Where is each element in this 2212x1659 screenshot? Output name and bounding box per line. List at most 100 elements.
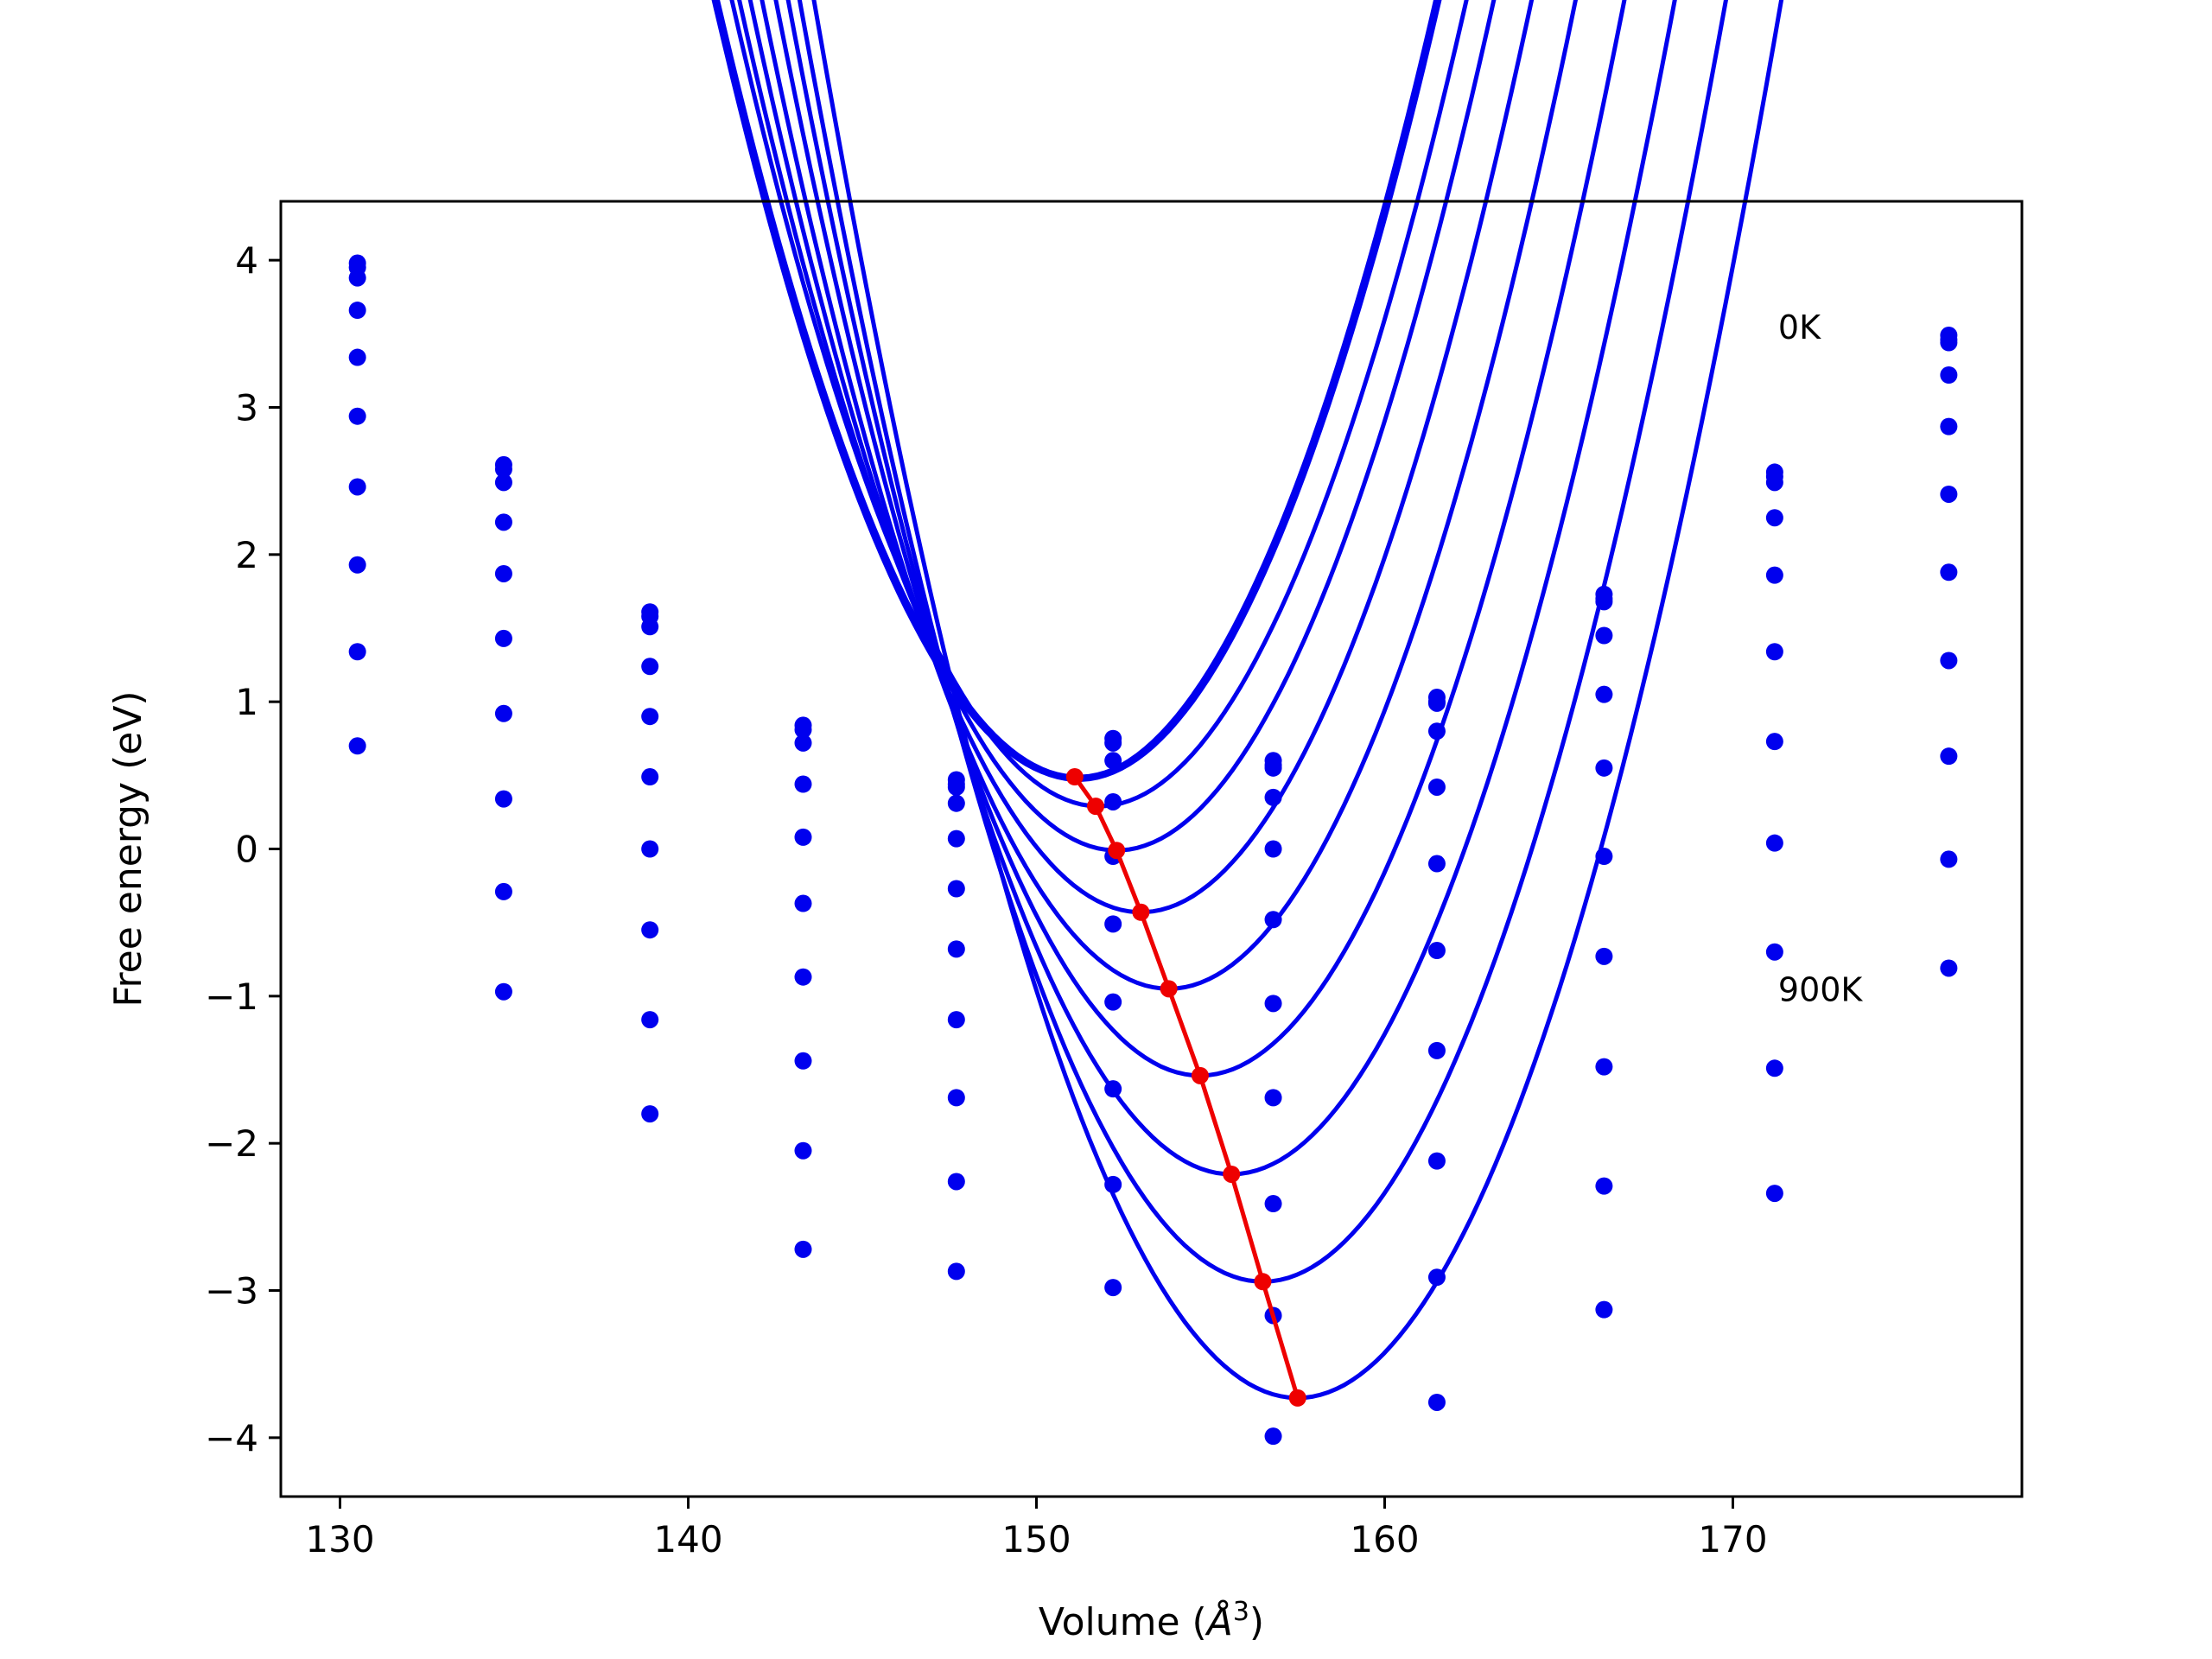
fit-curve-8 bbox=[773, 0, 1627, 1078]
data-point-s4-7 bbox=[1264, 788, 1282, 806]
annotation-2: 900K bbox=[1778, 970, 1864, 1008]
data-point-s7-5 bbox=[947, 940, 965, 958]
data-point-s7-9 bbox=[1595, 848, 1613, 866]
minimum-point-7 bbox=[1223, 1165, 1241, 1183]
data-point-s3-11 bbox=[1940, 334, 1958, 352]
data-point-s8-5 bbox=[947, 1011, 965, 1029]
data-point-s9-4 bbox=[794, 1141, 812, 1160]
data-point-s8-6 bbox=[1104, 1080, 1122, 1098]
data-point-s6-5 bbox=[947, 880, 965, 898]
data-point-s9-8 bbox=[1427, 1152, 1446, 1170]
data-point-s5-8 bbox=[1427, 778, 1446, 796]
y-tick-label: −3 bbox=[205, 1270, 258, 1313]
data-point-s7-6 bbox=[1104, 993, 1122, 1011]
data-point-s7-8 bbox=[1427, 942, 1446, 960]
data-point-s10-3 bbox=[641, 1105, 659, 1123]
data-point-s6-6 bbox=[1104, 915, 1122, 933]
y-tick-label: −1 bbox=[205, 976, 258, 1018]
y-tick-label: −4 bbox=[205, 1417, 258, 1459]
y-tick-label: 3 bbox=[235, 386, 258, 429]
data-point-s4-5 bbox=[947, 794, 965, 812]
data-point-s6-11 bbox=[1940, 485, 1958, 503]
data-point-s7-2 bbox=[494, 704, 512, 722]
data-point-s6-8 bbox=[1427, 855, 1446, 873]
data-point-s11-9 bbox=[1595, 1300, 1613, 1319]
data-point-s5-9 bbox=[1595, 685, 1613, 703]
data-point-s8-10 bbox=[1765, 834, 1783, 852]
y-tick-label: 4 bbox=[235, 239, 258, 282]
data-point-s9-3 bbox=[641, 1011, 659, 1029]
data-point-s4-8 bbox=[1427, 722, 1446, 741]
data-point-s5-4 bbox=[794, 828, 812, 846]
data-point-s6-10 bbox=[1765, 643, 1783, 661]
data-point-s5-1 bbox=[348, 348, 366, 366]
data-point-s10-2 bbox=[494, 982, 512, 1001]
data-point-s8-7 bbox=[1264, 1089, 1282, 1107]
data-point-s9-10 bbox=[1765, 943, 1783, 961]
data-point-s8-9 bbox=[1595, 947, 1613, 965]
x-tick-label: 170 bbox=[1698, 1518, 1767, 1560]
data-point-s8-11 bbox=[1940, 652, 1958, 670]
data-point-s4-6 bbox=[1104, 792, 1122, 810]
minimum-point-6 bbox=[1191, 1066, 1209, 1084]
minimum-point-1 bbox=[1065, 768, 1084, 786]
fit-curve-11 bbox=[811, 0, 1784, 1401]
data-point-s3-1 bbox=[348, 269, 366, 287]
data-point-s7-4 bbox=[794, 968, 812, 986]
data-point-s6-4 bbox=[794, 894, 812, 912]
data-point-s11-7 bbox=[1264, 1427, 1282, 1446]
minimum-point-8 bbox=[1254, 1273, 1272, 1291]
data-point-s11-8 bbox=[1427, 1393, 1446, 1411]
data-point-s6-1 bbox=[348, 407, 366, 425]
y-tick-label: −2 bbox=[205, 1122, 258, 1165]
data-point-s8-4 bbox=[794, 1052, 812, 1070]
data-point-s4-4 bbox=[794, 775, 812, 793]
data-point-s6-3 bbox=[641, 768, 659, 786]
data-point-s10-1 bbox=[348, 737, 366, 755]
data-point-s3-4 bbox=[794, 734, 812, 752]
data-point-s3-10 bbox=[1765, 474, 1783, 492]
x-tick-label: 140 bbox=[653, 1518, 722, 1560]
fit-curve-9 bbox=[785, 0, 1677, 1177]
data-point-s9-11 bbox=[1940, 747, 1958, 766]
y-tick-label: 0 bbox=[235, 829, 258, 871]
fit-curve-3 bbox=[715, 0, 1442, 782]
data-point-s9-6 bbox=[1104, 1175, 1122, 1193]
data-point-s4-10 bbox=[1765, 509, 1783, 527]
minimum-point-5 bbox=[1160, 980, 1178, 998]
data-point-s5-3 bbox=[641, 708, 659, 726]
fit-curve-4 bbox=[729, 0, 1469, 809]
x-tick-label: 150 bbox=[1001, 1518, 1071, 1560]
x-axis-label: Volume (Å3) bbox=[1039, 1597, 1264, 1645]
data-points bbox=[348, 254, 1958, 1446]
x-tick-label: 130 bbox=[305, 1518, 374, 1560]
data-point-s7-1 bbox=[348, 478, 366, 496]
data-point-s8-1 bbox=[348, 556, 366, 574]
data-point-s8-3 bbox=[641, 921, 659, 939]
data-point-s10-4 bbox=[794, 1240, 812, 1258]
data-point-s7-11 bbox=[1940, 563, 1958, 582]
minimum-point-9 bbox=[1288, 1389, 1306, 1407]
data-point-s7-3 bbox=[641, 840, 659, 858]
y-tick-label: 2 bbox=[235, 534, 258, 576]
data-point-s7-7 bbox=[1264, 995, 1282, 1013]
data-point-s10-11 bbox=[1940, 850, 1958, 868]
data-point-s11-10 bbox=[1765, 1185, 1783, 1203]
y-tick-label: 1 bbox=[235, 681, 258, 723]
minimum-path bbox=[1065, 768, 1306, 1407]
data-point-s10-9 bbox=[1595, 1177, 1613, 1195]
minimum-point-3 bbox=[1108, 842, 1126, 860]
data-point-s9-9 bbox=[1595, 1058, 1613, 1076]
x-tick-label: 160 bbox=[1350, 1518, 1419, 1560]
y-axis-ticks: 4 3 2 1 0 −1 −2 −3 −4 bbox=[205, 239, 281, 1459]
data-point-s10-6 bbox=[1104, 1279, 1122, 1297]
data-point-s10-10 bbox=[1765, 1059, 1783, 1077]
minimum-point-2 bbox=[1087, 798, 1105, 816]
data-point-s6-7 bbox=[1264, 911, 1282, 929]
data-point-s5-7 bbox=[1264, 840, 1282, 858]
fit-curve-10 bbox=[797, 0, 1729, 1284]
data-point-s6-9 bbox=[1595, 759, 1613, 777]
data-point-s5-5 bbox=[947, 830, 965, 848]
y-axis-label: Free energy (eV) bbox=[106, 690, 150, 1007]
data-point-s3-2 bbox=[494, 474, 512, 492]
